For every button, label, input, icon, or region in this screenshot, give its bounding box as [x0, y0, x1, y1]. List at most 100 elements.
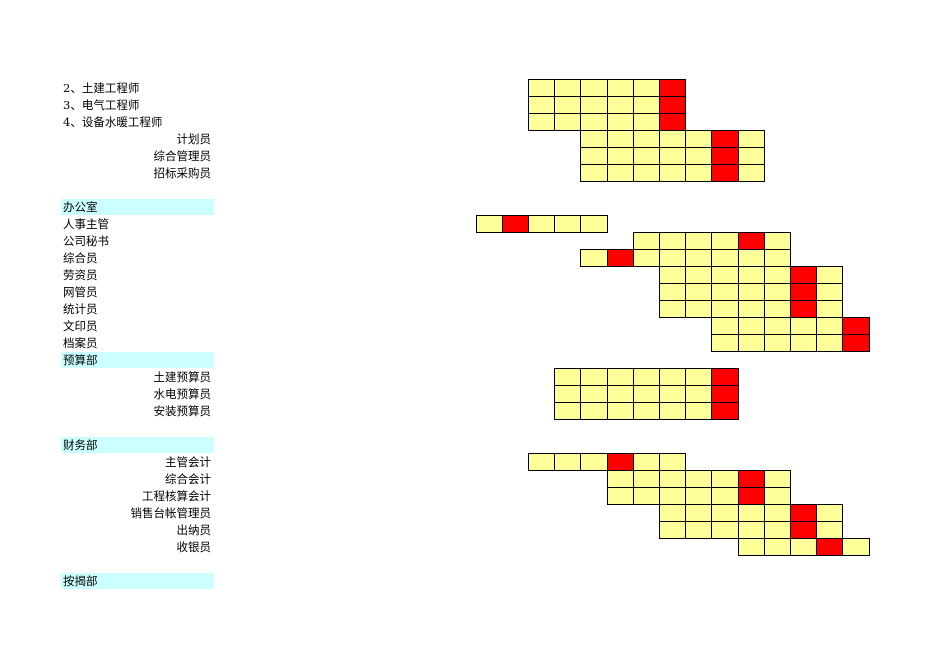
schedule-cell	[607, 470, 634, 488]
milestone-cell	[790, 504, 817, 522]
schedule-cell	[633, 453, 660, 471]
milestone-cell	[711, 147, 739, 165]
staff-role-label: 水电预算员	[153, 387, 212, 401]
department-header: 按揭部	[61, 573, 214, 589]
schedule-cell	[659, 300, 686, 318]
schedule-cell	[711, 266, 739, 284]
schedule-cell	[607, 113, 634, 131]
milestone-cell	[711, 368, 739, 386]
schedule-cell	[607, 487, 634, 505]
milestone-cell	[659, 113, 686, 131]
schedule-cell	[528, 215, 555, 233]
schedule-cell	[580, 402, 608, 420]
schedule-cell	[738, 249, 765, 267]
schedule-cell	[790, 334, 817, 352]
schedule-cell	[659, 470, 686, 488]
schedule-cell	[738, 504, 765, 522]
milestone-cell	[738, 487, 765, 505]
schedule-cell	[554, 402, 581, 420]
schedule-cell	[633, 79, 660, 97]
schedule-cell	[685, 266, 712, 284]
schedule-cell	[607, 96, 634, 114]
schedule-cell	[685, 521, 712, 539]
schedule-cell	[738, 164, 765, 182]
schedule-cell	[633, 232, 660, 250]
schedule-cell	[764, 521, 791, 539]
milestone-cell	[790, 283, 817, 301]
schedule-cell	[659, 402, 686, 420]
staff-role-label: 土建预算员	[153, 370, 212, 384]
schedule-cell	[528, 453, 555, 471]
schedule-cell	[659, 266, 686, 284]
schedule-cell	[764, 283, 791, 301]
schedule-cell	[528, 113, 555, 131]
schedule-cell	[659, 368, 686, 386]
schedule-cell	[554, 385, 581, 403]
staff-role-label: 劳资员	[63, 268, 98, 282]
staff-role-label	[61, 556, 214, 572]
schedule-cell	[738, 283, 765, 301]
schedule-cell	[659, 130, 686, 148]
schedule-cell	[554, 79, 581, 97]
schedule-cell	[580, 385, 608, 403]
schedule-cell	[659, 164, 686, 182]
department-header: 财务部	[61, 437, 214, 453]
milestone-cell	[842, 317, 870, 335]
milestone-cell	[711, 130, 739, 148]
schedule-cell	[764, 470, 791, 488]
schedule-cell	[633, 385, 660, 403]
schedule-cell	[528, 79, 555, 97]
schedule-cell	[685, 487, 712, 505]
schedule-cell	[685, 130, 712, 148]
schedule-cell	[633, 96, 660, 114]
schedule-cell	[580, 368, 608, 386]
staff-role-label: 综合员	[63, 251, 98, 265]
schedule-cell	[633, 249, 660, 267]
schedule-cell	[738, 538, 765, 556]
schedule-cell	[711, 470, 739, 488]
schedule-cell	[659, 504, 686, 522]
staff-role-label	[61, 182, 214, 198]
schedule-cell	[711, 232, 739, 250]
schedule-cell	[764, 538, 791, 556]
schedule-cell	[764, 504, 791, 522]
schedule-cell	[633, 402, 660, 420]
schedule-cell	[842, 538, 870, 556]
schedule-cell	[816, 504, 843, 522]
milestone-cell	[711, 385, 739, 403]
schedule-cell	[685, 470, 712, 488]
schedule-cell	[711, 283, 739, 301]
department-header: 办公室	[61, 199, 214, 215]
schedule-cell	[580, 147, 608, 165]
schedule-cell	[580, 164, 608, 182]
staff-role-label: 收银员	[176, 540, 212, 554]
schedule-cell	[659, 521, 686, 539]
schedule-cell	[633, 470, 660, 488]
schedule-cell	[607, 130, 634, 148]
schedule-cell	[607, 79, 634, 97]
schedule-cell	[711, 504, 739, 522]
staff-role-label: 文印员	[63, 319, 98, 333]
schedule-cell	[685, 385, 712, 403]
schedule-cell	[738, 521, 765, 539]
schedule-cell	[607, 402, 634, 420]
schedule-cell	[685, 232, 712, 250]
milestone-cell	[502, 215, 529, 233]
staff-role-label: 安装预算员	[153, 404, 212, 418]
milestone-cell	[738, 470, 765, 488]
staff-role-label: 招标采购员	[153, 166, 212, 180]
schedule-cell	[711, 487, 739, 505]
schedule-cell	[554, 215, 581, 233]
schedule-cell	[580, 130, 608, 148]
schedule-cell	[738, 317, 765, 335]
schedule-cell	[764, 249, 791, 267]
schedule-cell	[685, 368, 712, 386]
staff-role-label: 综合会计	[165, 472, 211, 486]
schedule-cell	[685, 164, 712, 182]
staff-role-label: 主管会计	[165, 455, 211, 469]
schedule-cell	[554, 96, 581, 114]
milestone-cell	[711, 164, 739, 182]
schedule-cell	[554, 113, 581, 131]
schedule-cell	[607, 385, 634, 403]
milestone-cell	[790, 300, 817, 318]
